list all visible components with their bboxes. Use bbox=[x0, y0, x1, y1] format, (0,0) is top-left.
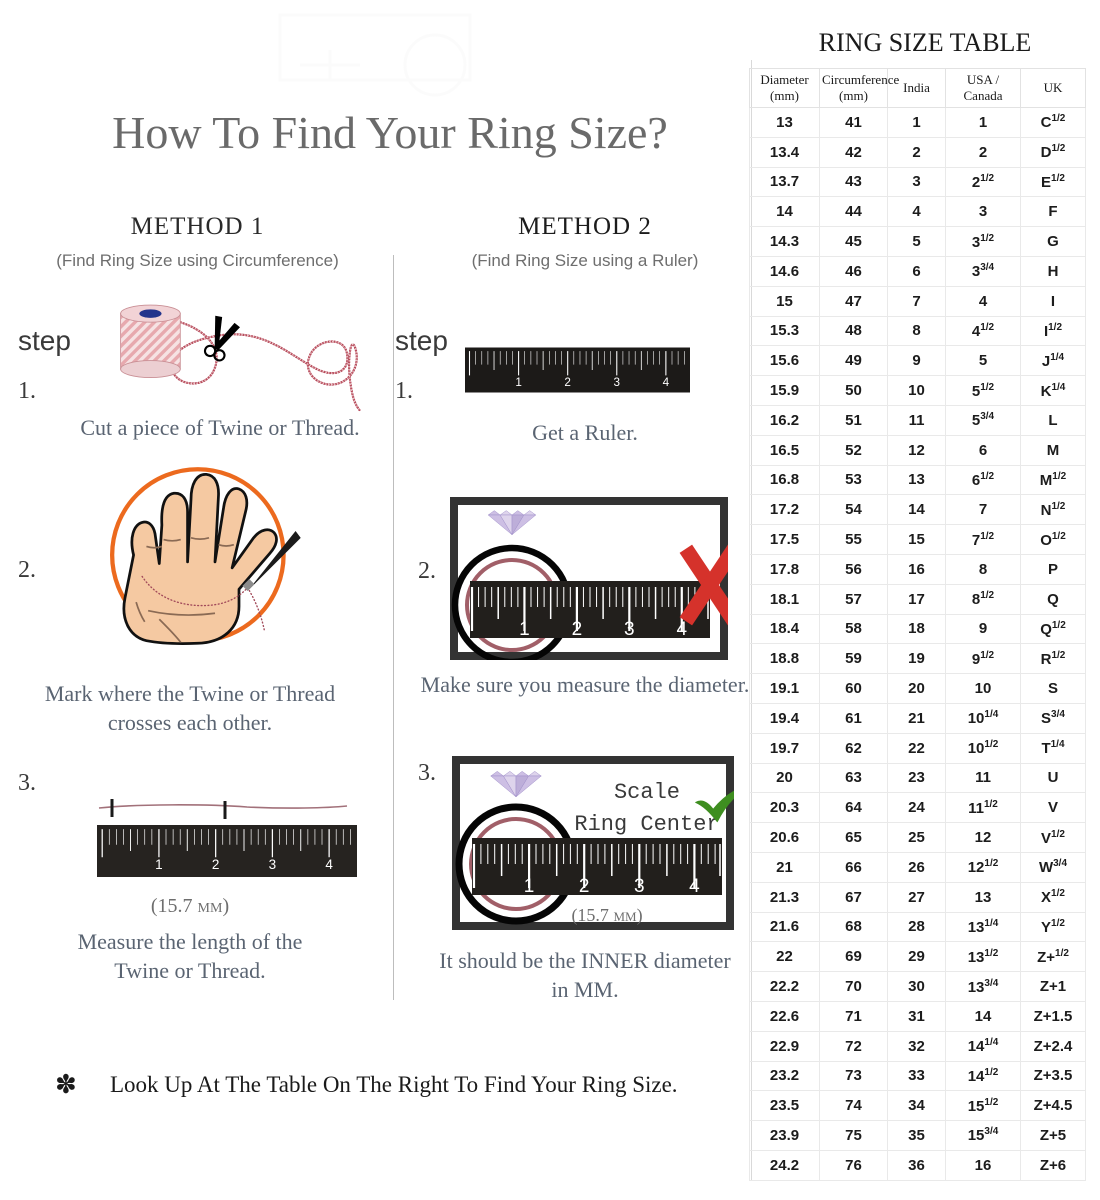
svg-text:3: 3 bbox=[624, 619, 635, 640]
svg-text:4: 4 bbox=[325, 857, 333, 872]
svg-text:2: 2 bbox=[564, 376, 571, 389]
svg-text:Ring Center: Ring Center bbox=[574, 812, 719, 837]
svg-text:1: 1 bbox=[155, 857, 163, 872]
svg-text:4: 4 bbox=[689, 876, 700, 897]
svg-text:2: 2 bbox=[572, 619, 583, 640]
svg-text:3: 3 bbox=[614, 376, 621, 389]
svg-text:4: 4 bbox=[676, 619, 687, 640]
svg-text:(15.7 mm): (15.7 mm) bbox=[571, 905, 642, 926]
svg-text:2: 2 bbox=[579, 876, 590, 897]
svg-text:2: 2 bbox=[212, 857, 220, 872]
svg-text:4: 4 bbox=[663, 376, 670, 389]
svg-text:1: 1 bbox=[515, 376, 522, 389]
svg-text:3: 3 bbox=[634, 876, 645, 897]
svg-text:3: 3 bbox=[269, 857, 277, 872]
svg-text:Scale: Scale bbox=[614, 780, 680, 805]
svg-text:1: 1 bbox=[524, 876, 535, 897]
svg-text:1: 1 bbox=[519, 619, 530, 640]
